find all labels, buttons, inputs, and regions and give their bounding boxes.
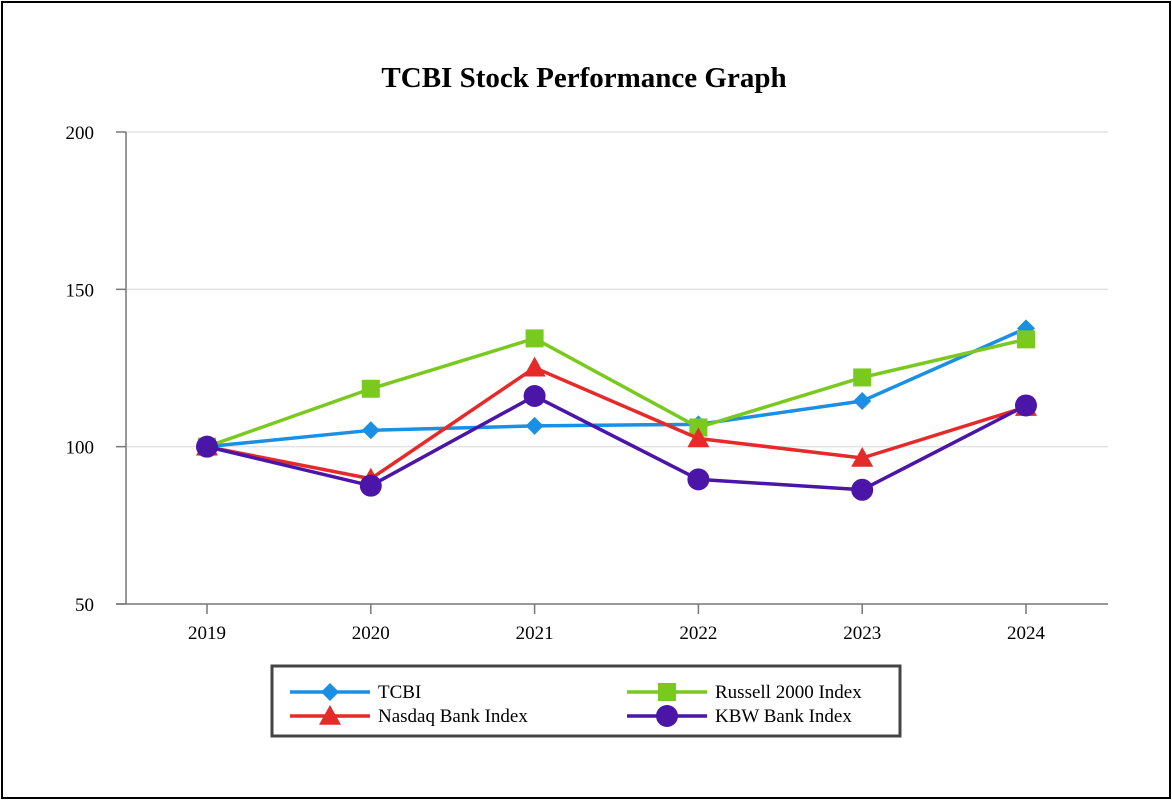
point-kbw-bank-index-2019 [196, 435, 218, 458]
point-kbw-bank-index-2024 [1015, 394, 1037, 417]
legend-label-tcbi: TCBI [378, 682, 421, 703]
point-russell-2000-index-2023 [853, 368, 872, 387]
legend-marker-nasdaq-bank-index [319, 705, 341, 725]
line-kbw-bank-index [206, 394, 1027, 492]
axes: 50 100 150 200 2019 2020 2021 2022 2023 2024 [66, 123, 1108, 644]
x-tick-label-2023: 2023 [843, 623, 881, 644]
y-tick-label-50: 50 [75, 595, 94, 616]
y-tick-label-100: 100 [66, 438, 95, 459]
legend-label-russell-2000-index: Russell 2000 Index [715, 682, 862, 703]
series-nasdaq-bank-index [196, 356, 1037, 488]
x-tick-label-2022: 2022 [679, 623, 717, 644]
chart-title: TCBI Stock Performance Graph [381, 62, 786, 94]
legend-label-kbw-bank-index: KBW Bank Index [715, 706, 852, 727]
point-nasdaq-bank-index-2022 [687, 427, 710, 448]
grid-lines [126, 131, 1108, 448]
point-russell-2000-index-2020 [361, 379, 380, 398]
x-tick-label-2020: 2020 [352, 623, 390, 644]
point-tcbi-2021 [525, 416, 544, 435]
series-group [196, 319, 1037, 501]
point-russell-2000-index-2024 [1017, 330, 1035, 349]
legend: TCBI Russell 2000 Index Nasdaq Bank Index K… [270, 664, 902, 738]
x-tick-label-2024: 2024 [1007, 623, 1046, 644]
legend-label-nasdaq-bank-index: Nasdaq Bank Index [378, 706, 528, 727]
point-kbw-bank-index-2021 [523, 385, 546, 408]
legend-marker-tcbi [321, 683, 339, 701]
legend-marker-russell-2000-index [658, 683, 676, 701]
point-russell-2000-index-2021 [525, 329, 544, 348]
line-tcbi [206, 326, 1027, 449]
line-russell-2000-index [206, 336, 1027, 449]
line-nasdaq-bank-index [206, 365, 1027, 481]
point-nasdaq-bank-index-2021 [523, 356, 546, 377]
point-kbw-bank-index-2020 [359, 474, 382, 497]
x-tick-label-2019: 2019 [188, 623, 226, 644]
series-kbw-bank-index [196, 385, 1037, 501]
point-tcbi-2020 [361, 421, 380, 440]
legend-marker-kbw-bank-index [656, 705, 678, 727]
legend-box [270, 664, 902, 738]
y-tick-label-150: 150 [66, 280, 95, 301]
point-tcbi-2023 [853, 392, 872, 411]
point-nasdaq-bank-index-2023 [851, 446, 874, 467]
point-kbw-bank-index-2023 [851, 478, 874, 501]
x-tick-label-2021: 2021 [516, 623, 554, 644]
series-tcbi [198, 319, 1035, 456]
point-russell-2000-index-2022 [689, 418, 708, 437]
y-tick-label-200: 200 [66, 123, 95, 144]
point-kbw-bank-index-2022 [687, 468, 710, 491]
